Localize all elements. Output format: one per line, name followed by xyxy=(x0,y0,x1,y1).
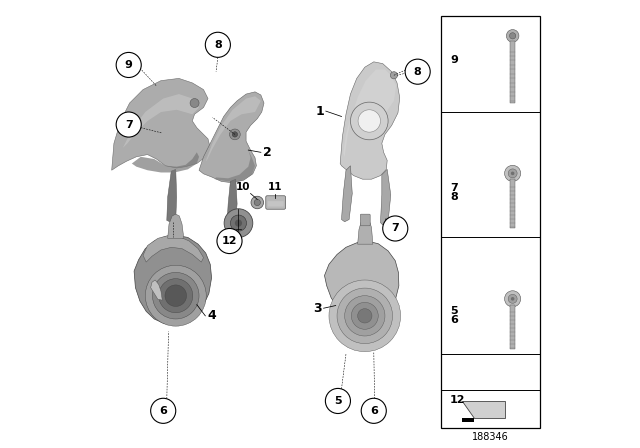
Text: 3: 3 xyxy=(313,302,321,315)
Polygon shape xyxy=(143,236,204,262)
Polygon shape xyxy=(205,96,261,161)
FancyBboxPatch shape xyxy=(268,201,284,207)
Circle shape xyxy=(116,52,141,78)
Polygon shape xyxy=(132,152,199,172)
Circle shape xyxy=(508,294,517,303)
Circle shape xyxy=(152,272,199,319)
Circle shape xyxy=(230,215,246,231)
Circle shape xyxy=(165,285,186,306)
Text: 5: 5 xyxy=(334,396,342,406)
Circle shape xyxy=(511,297,515,301)
Circle shape xyxy=(251,196,264,209)
Text: 10: 10 xyxy=(236,182,250,192)
Circle shape xyxy=(150,398,176,423)
Polygon shape xyxy=(111,78,210,170)
Circle shape xyxy=(205,32,230,57)
Text: 4: 4 xyxy=(207,309,216,323)
Circle shape xyxy=(159,279,193,313)
Circle shape xyxy=(504,165,521,181)
Circle shape xyxy=(358,110,380,132)
Polygon shape xyxy=(324,241,399,323)
Circle shape xyxy=(329,280,401,352)
Circle shape xyxy=(351,102,388,140)
Polygon shape xyxy=(463,401,505,418)
Polygon shape xyxy=(342,166,352,222)
Text: 1: 1 xyxy=(316,104,324,118)
Polygon shape xyxy=(167,169,177,222)
Polygon shape xyxy=(168,214,184,238)
Circle shape xyxy=(390,72,397,79)
FancyBboxPatch shape xyxy=(510,41,515,103)
FancyBboxPatch shape xyxy=(266,196,285,209)
Circle shape xyxy=(361,398,387,423)
Text: 8: 8 xyxy=(450,192,458,202)
Text: 11: 11 xyxy=(268,182,282,192)
Text: 8: 8 xyxy=(214,40,221,50)
Polygon shape xyxy=(150,280,163,300)
Circle shape xyxy=(509,33,516,39)
Circle shape xyxy=(504,291,521,307)
Polygon shape xyxy=(227,179,237,228)
Text: 8: 8 xyxy=(414,67,422,77)
Text: 7: 7 xyxy=(125,120,132,129)
Circle shape xyxy=(511,172,515,175)
Polygon shape xyxy=(199,92,264,183)
Circle shape xyxy=(145,265,206,326)
Circle shape xyxy=(230,129,240,140)
Polygon shape xyxy=(358,220,373,244)
Text: 9: 9 xyxy=(125,60,132,70)
Circle shape xyxy=(358,309,372,323)
Circle shape xyxy=(506,30,519,42)
Text: 2: 2 xyxy=(262,146,271,159)
Text: 9: 9 xyxy=(450,56,458,65)
Circle shape xyxy=(337,288,392,344)
Circle shape xyxy=(116,112,141,137)
Text: 7: 7 xyxy=(450,183,458,193)
Circle shape xyxy=(325,388,351,414)
Text: 7: 7 xyxy=(392,224,399,233)
Polygon shape xyxy=(343,69,396,157)
Circle shape xyxy=(405,59,430,84)
FancyBboxPatch shape xyxy=(360,214,370,226)
Polygon shape xyxy=(463,418,474,422)
Circle shape xyxy=(508,169,517,178)
Circle shape xyxy=(217,228,242,254)
FancyBboxPatch shape xyxy=(511,305,515,349)
Circle shape xyxy=(224,209,253,237)
Polygon shape xyxy=(134,235,212,325)
Polygon shape xyxy=(214,141,255,181)
Polygon shape xyxy=(340,62,400,179)
Text: 6: 6 xyxy=(159,406,167,416)
Text: 12: 12 xyxy=(450,395,465,405)
Text: 188346: 188346 xyxy=(472,432,509,442)
Circle shape xyxy=(254,199,260,206)
FancyBboxPatch shape xyxy=(441,16,540,428)
Text: 6: 6 xyxy=(450,315,458,325)
Circle shape xyxy=(383,216,408,241)
Circle shape xyxy=(190,99,199,108)
FancyBboxPatch shape xyxy=(511,179,515,228)
Circle shape xyxy=(351,302,378,329)
Text: 5: 5 xyxy=(450,306,458,316)
Polygon shape xyxy=(123,94,199,148)
Circle shape xyxy=(235,220,242,227)
Text: 12: 12 xyxy=(221,236,237,246)
Polygon shape xyxy=(380,169,391,225)
Circle shape xyxy=(344,296,385,336)
Text: 6: 6 xyxy=(370,406,378,416)
Circle shape xyxy=(232,132,237,137)
